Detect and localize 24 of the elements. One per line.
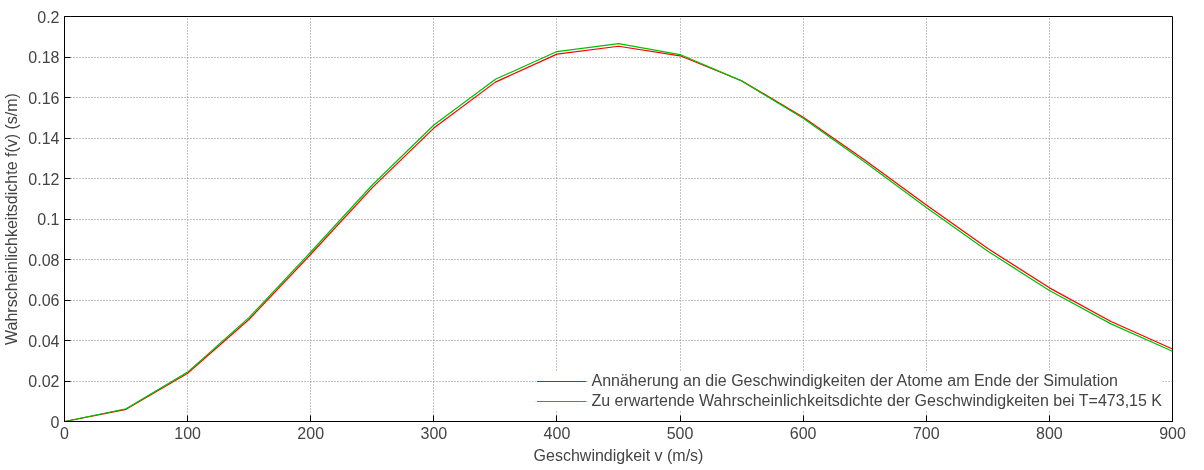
legend-label: Annäherung an die Geschwindigkeiten der Atome am Ende der Simulation — [591, 372, 1119, 390]
x-tick-label: 100 — [174, 424, 202, 442]
y-axis-title: Wahrscheinlichkeitsdichte f(v) (s/m) — [3, 93, 21, 345]
y-tick-label: 0.08 — [28, 251, 60, 269]
x-tick-label: 900 — [1159, 424, 1186, 442]
x-tick-label: 600 — [789, 424, 817, 442]
x-tick-label: 200 — [297, 424, 325, 442]
x-tick-label: 300 — [420, 424, 448, 442]
y-tick-label: 0.12 — [28, 170, 60, 188]
y-tick-label: 0.2 — [37, 8, 60, 26]
y-tick-label: 0.04 — [28, 332, 60, 350]
y-tick-label: 0 — [50, 413, 60, 431]
x-tick-label: 400 — [543, 424, 571, 442]
y-tick-label: 0.14 — [28, 130, 60, 147]
legend-label: Zu erwartende Wahrscheinlichkeitsdichte der Geschwindigkeiten bei T=473,15 K — [591, 392, 1162, 410]
y-tick-label: 0.18 — [28, 49, 60, 66]
y-tick-label: 0.1 — [37, 211, 60, 228]
x-axis-title: Geschwindigkeit v (m/s) — [533, 446, 704, 464]
y-tick-label: 0.16 — [28, 89, 60, 107]
y-tick-label: 0.06 — [28, 292, 60, 309]
x-tick-label: 700 — [912, 424, 940, 442]
x-tick-label: 800 — [1036, 424, 1063, 442]
x-tick-label: 500 — [666, 424, 694, 442]
y-tick-label: 0.02 — [28, 373, 60, 390]
